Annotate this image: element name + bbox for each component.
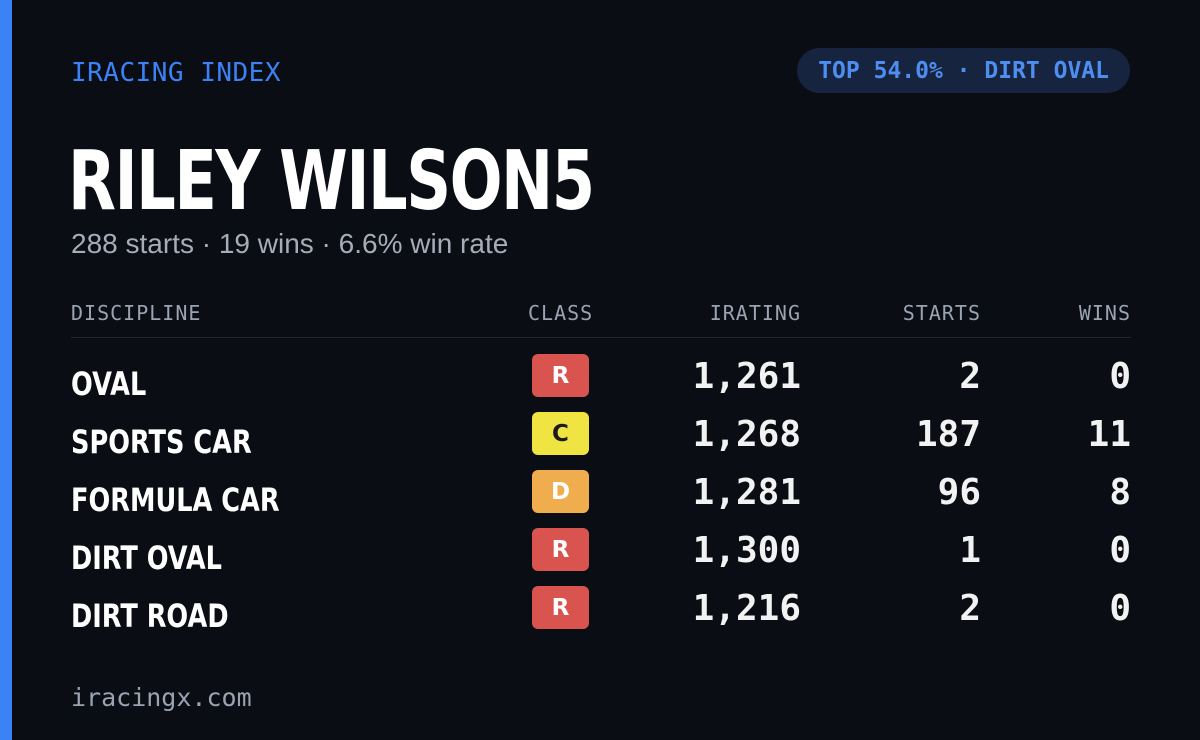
row-irating: 1,268 <box>692 414 801 455</box>
table-row: DIRT ROAD R 1,216 2 0 <box>71 586 1131 644</box>
row-starts: 1 <box>959 530 981 571</box>
row-wins: 0 <box>1109 588 1131 629</box>
row-discipline: FORMULA CAR <box>71 481 280 519</box>
row-irating: 1,216 <box>692 588 801 629</box>
player-stats-summary: 288 starts · 19 wins · 6.6% win rate <box>71 228 509 259</box>
table-header: DISCIPLINE CLASS IRATING STARTS WINS <box>71 298 1131 338</box>
row-discipline: DIRT OVAL <box>71 539 222 577</box>
discipline-table: DISCIPLINE CLASS IRATING STARTS WINS OVA… <box>71 298 1131 644</box>
class-badge: R <box>532 586 589 629</box>
row-discipline: SPORTS CAR <box>71 423 252 461</box>
row-starts: 2 <box>959 356 981 397</box>
row-wins: 11 <box>1087 414 1131 455</box>
header-discipline: DISCIPLINE <box>71 301 202 325</box>
row-starts: 187 <box>915 414 981 455</box>
header-class: CLASS <box>528 301 594 325</box>
row-starts: 96 <box>937 472 981 513</box>
table-body: OVAL R 1,261 2 0 SPORTS CAR C 1,268 187 11 FORMULA… <box>71 354 1131 644</box>
rank-badge: TOP 54.0% · DIRT OVAL <box>797 48 1130 93</box>
table-row: FORMULA CAR D 1,281 96 8 <box>71 470 1131 528</box>
row-wins: 0 <box>1109 356 1131 397</box>
player-name: RILEY WILSON5 <box>68 134 595 229</box>
table-row: OVAL R 1,261 2 0 <box>71 354 1131 412</box>
table-row: DIRT OVAL R 1,300 1 0 <box>71 528 1131 586</box>
footer-url: iracingx.com <box>71 683 252 712</box>
row-discipline: OVAL <box>71 365 147 403</box>
brand-label: IRACING INDEX <box>71 58 281 88</box>
row-wins: 8 <box>1109 472 1131 513</box>
row-wins: 0 <box>1109 530 1131 571</box>
header-wins: WINS <box>1078 301 1131 325</box>
header-irating: IRATING <box>709 301 801 325</box>
class-badge: D <box>532 470 589 513</box>
row-irating: 1,281 <box>692 472 801 513</box>
header-starts: STARTS <box>902 301 981 325</box>
row-irating: 1,261 <box>692 356 801 397</box>
row-starts: 2 <box>959 588 981 629</box>
table-row: SPORTS CAR C 1,268 187 11 <box>71 412 1131 470</box>
class-badge: C <box>532 412 589 455</box>
class-badge: R <box>532 528 589 571</box>
class-badge: R <box>532 354 589 397</box>
row-irating: 1,300 <box>692 530 801 571</box>
row-discipline: DIRT ROAD <box>71 597 229 635</box>
accent-bar <box>0 0 12 740</box>
